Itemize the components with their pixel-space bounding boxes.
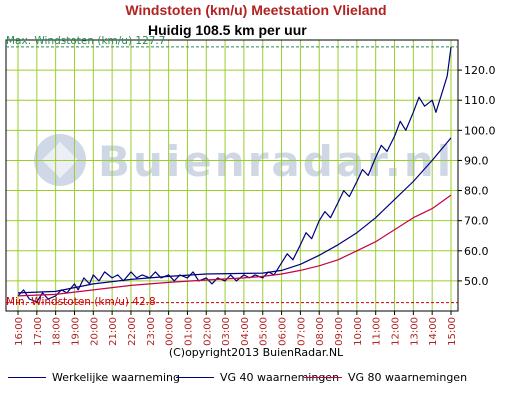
x-tick-label: 22:00: [127, 317, 138, 346]
max-gust-label: Max. Windstoten (km/u) 127.7: [6, 35, 165, 47]
x-tick-label: 08:00: [315, 317, 326, 346]
x-tick-label: 23:00: [146, 317, 157, 346]
legend-item-vg80: VG 80 waarnemingen: [304, 369, 467, 385]
series-vg80-line: [17, 194, 452, 297]
x-tick-label: 06:00: [278, 317, 289, 346]
chart-title: Windstoten (km/u) Meetstation Vlieland: [125, 2, 387, 18]
legend-swatch-vg40: [176, 376, 214, 378]
y-tick-label: 120.0: [464, 64, 496, 77]
x-tick-label: 07:00: [296, 317, 307, 346]
watermark-text: Buienradar.nl: [98, 137, 454, 186]
copyright-text: (C)opyright2013 BuienRadar.NL: [168, 346, 344, 359]
x-tick-label: 02:00: [202, 317, 213, 346]
y-tick-label: 80.0: [464, 185, 489, 198]
x-tick-label: 18:00: [52, 317, 63, 346]
legend-swatch-actual: [8, 376, 46, 378]
x-tick-label: 12:00: [391, 317, 402, 346]
x-tick-label: 09:00: [334, 317, 345, 346]
x-tick-label: 10:00: [353, 317, 364, 346]
legend-label-vg80: VG 80 waarnemingen: [348, 370, 468, 384]
legend-label-vg40: VG 40 waarnemingen: [220, 370, 340, 384]
x-tick-label: 15:00: [447, 317, 458, 346]
x-tick-label: 13:00: [409, 317, 420, 346]
y-tick-label: 70.0: [464, 215, 489, 228]
chart-subtitle: Huidig 108.5 km per uur: [148, 22, 307, 38]
series-vg40-line: [17, 137, 452, 294]
x-tick-label: 16:00: [14, 317, 25, 346]
x-tick-label: 17:00: [33, 317, 44, 346]
min-gust-label: Min. Windstoten (km/u) 42.8: [6, 296, 156, 308]
x-tick-label: 04:00: [240, 317, 251, 346]
x-tick-label: 19:00: [70, 317, 81, 346]
x-tick-label: 00:00: [165, 317, 176, 346]
x-tick-label: 14:00: [428, 317, 439, 346]
legend-swatch-vg80: [304, 376, 342, 378]
legend-label-actual: Werkelijke waarneming: [52, 370, 180, 384]
x-tick-label: 11:00: [372, 317, 383, 346]
x-tick-label: 20:00: [89, 317, 100, 346]
y-tick-label: 110.0: [464, 94, 496, 107]
x-tick-label: 21:00: [108, 317, 119, 346]
x-tick-label: 01:00: [183, 317, 194, 346]
y-tick-label: 50.0: [464, 275, 489, 288]
legend-item-vg40: VG 40 waarnemingen: [176, 369, 339, 385]
y-tick-label: 60.0: [464, 245, 489, 258]
x-tick-label: 03:00: [221, 317, 232, 346]
y-tick-label: 90.0: [464, 154, 489, 167]
y-tick-label: 100.0: [464, 124, 496, 137]
x-tick-label: 05:00: [259, 317, 270, 346]
legend-item-actual: Werkelijke waarneming: [8, 369, 180, 385]
plot-area: [5, 39, 459, 312]
